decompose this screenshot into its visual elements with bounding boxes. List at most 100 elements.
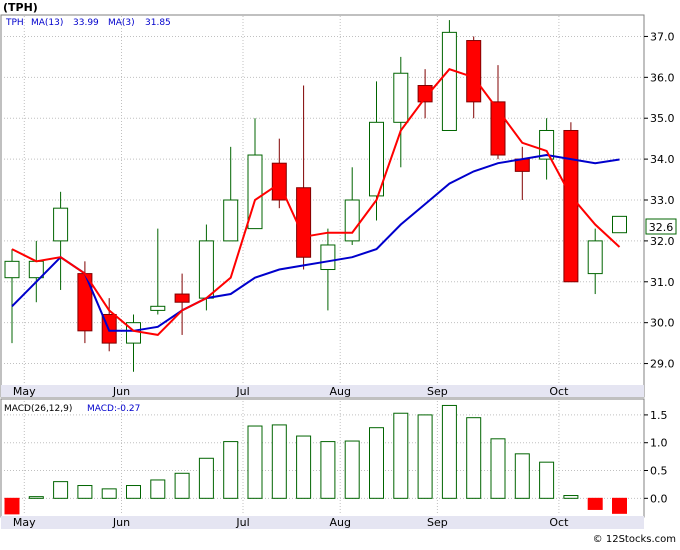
price-tick-label: 31.0 <box>650 276 675 289</box>
candle-body-up <box>441 31 457 131</box>
x-tick-label: May <box>13 516 36 529</box>
candle-body-down <box>296 187 312 258</box>
candle-body-up <box>539 129 555 160</box>
candle-body-up <box>612 215 627 234</box>
macd-bar <box>150 479 166 499</box>
x-tick-label: Oct <box>549 385 569 398</box>
ma3-line <box>11 68 621 336</box>
macd-bar <box>126 485 141 499</box>
candle-body-up <box>150 305 166 311</box>
moving-average-lines <box>11 68 621 336</box>
macd-bar <box>563 495 579 499</box>
macd-bar <box>53 481 69 499</box>
candle <box>441 20 457 131</box>
macd-bar <box>271 424 287 499</box>
macd-legend-value: MACD:-0.27 <box>87 404 140 414</box>
last-price-box <box>645 218 677 235</box>
x-tick-label: May <box>13 385 36 398</box>
candle-body-down <box>417 85 433 103</box>
legend-ticker: TPH <box>5 18 24 28</box>
macd-bar <box>247 425 263 499</box>
candle-body-up <box>393 72 409 123</box>
x-tick-label: Jun <box>112 516 130 529</box>
price-tick-label: 35.0 <box>650 112 675 125</box>
macd-legend-label: MACD(26,12,9) <box>4 404 72 414</box>
price-grid <box>1 16 644 515</box>
candle-body-up <box>223 199 239 242</box>
candle <box>539 118 555 180</box>
macd-bar <box>490 438 506 499</box>
macd-bar <box>28 496 44 499</box>
candle <box>223 146 239 242</box>
ma13-line <box>11 153 620 332</box>
macd-bar <box>77 485 93 499</box>
x-tick-label: Sep <box>427 385 448 398</box>
candle-body-up <box>53 207 69 242</box>
macd-bar <box>612 497 627 514</box>
x-tick-label: Jul <box>235 385 249 398</box>
x-tick-label: Aug <box>329 385 350 398</box>
candle-body-down <box>174 293 190 303</box>
candle <box>4 249 20 344</box>
macd-y-ticks: 0.0 0.5 1.0 1.5 <box>644 409 668 505</box>
candle-body-down <box>514 158 530 172</box>
legend-ma3-label: MA(3) <box>108 18 135 28</box>
macd-bar <box>4 497 20 515</box>
macd-tick-label: 0.5 <box>650 465 668 478</box>
price-y-ticks: 29.0 30.0 31.0 32.0 33.0 34.0 35.0 36.0 37.0 <box>644 30 675 371</box>
candle-body-up <box>587 240 603 275</box>
price-tick-label: 29.0 <box>650 358 675 371</box>
watermark: © 12Stocks.com <box>593 534 676 545</box>
macd-bar <box>174 472 190 499</box>
macd-bar <box>393 412 409 499</box>
candle <box>369 81 384 221</box>
candle-body-down <box>563 129 579 283</box>
macd-bar <box>320 441 336 499</box>
x-tick-label: Jul <box>235 516 249 529</box>
macd-bars <box>4 404 627 515</box>
macd-bar <box>417 414 433 499</box>
candle <box>174 273 190 335</box>
macd-axis-band <box>1 516 644 529</box>
price-tick-label: 30.0 <box>650 317 675 330</box>
macd-bar <box>344 440 360 499</box>
x-tick-label: Jun <box>112 385 130 398</box>
candle-body-up <box>369 121 384 197</box>
macd-tick-label: 1.5 <box>650 409 668 422</box>
candle-body-up <box>320 244 336 271</box>
chart-title: (TPH) <box>3 1 38 14</box>
macd-bar <box>514 453 530 499</box>
macd-bar <box>223 441 239 499</box>
candle-body-up <box>28 260 44 279</box>
macd-tick-label: 0.0 <box>650 492 668 505</box>
price-tick-label: 37.0 <box>650 30 675 43</box>
macd-bar <box>198 457 214 499</box>
macd-bar <box>587 497 603 510</box>
price-panel <box>0 14 645 398</box>
legend-ma3-value: 31.85 <box>145 18 171 28</box>
macd-bar <box>101 488 117 499</box>
candle <box>53 191 69 290</box>
candle <box>587 228 603 295</box>
legend-ma13-value: 33.99 <box>73 18 99 28</box>
candle <box>417 69 433 119</box>
price-tick-label: 36.0 <box>650 71 675 84</box>
x-tick-label: Oct <box>549 516 569 529</box>
price-tick-label: 32.0 <box>650 235 675 248</box>
candle <box>612 215 627 234</box>
macd-bar <box>441 404 457 499</box>
macd-bar <box>466 417 482 499</box>
candle-body-up <box>4 260 20 279</box>
macd-bar <box>539 461 555 499</box>
x-tick-labels: May May Jun Jun Jul Jul Aug Aug Sep Sep Oct Oct <box>13 385 569 529</box>
price-axis-band <box>1 385 644 397</box>
candles <box>4 20 627 372</box>
candle <box>563 122 579 283</box>
price-tick-label: 34.0 <box>650 153 675 166</box>
macd-bar <box>296 435 312 499</box>
candle-body-up <box>198 240 214 299</box>
candle-body-up <box>344 199 360 242</box>
candle-body-down <box>466 40 482 103</box>
